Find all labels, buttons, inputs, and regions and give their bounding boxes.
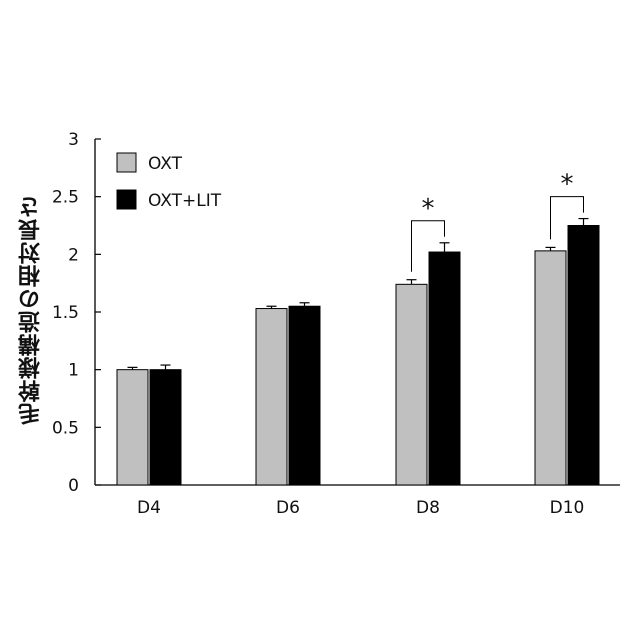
y-tick-label: 1.5 — [52, 303, 79, 323]
y-tick-label: 2 — [68, 245, 79, 265]
bar-oxt-d4 — [117, 370, 148, 485]
legend-swatch — [117, 153, 136, 172]
significance-asterisk: * — [561, 170, 574, 200]
significance-asterisk: * — [422, 194, 435, 224]
bar-oxt-lit-d4 — [150, 370, 181, 485]
y-axis-label-container: 毛幹様構造の相対長さ — [12, 135, 52, 485]
bar-oxt-lit-d10 — [568, 226, 599, 486]
y-tick-label: 3 — [68, 130, 79, 150]
y-axis-label: 毛幹様構造の相対長さ — [16, 195, 48, 425]
bar-oxt-d8 — [396, 284, 427, 485]
y-tick-label: 2.5 — [52, 188, 79, 208]
y-tick-label: 0 — [68, 476, 79, 496]
bar-oxt-d6 — [256, 309, 287, 485]
legend-swatch — [117, 190, 136, 209]
legend-label: OXT+LIT — [148, 191, 222, 211]
x-axis: D4 D6 D8 D10 — [95, 485, 620, 518]
x-tick-label: D6 — [276, 498, 300, 518]
y-tick-label: 0.5 — [52, 418, 79, 438]
bars — [117, 219, 599, 485]
bar-oxt-lit-d8 — [429, 252, 460, 485]
legend: OXT OXT+LIT — [117, 153, 222, 211]
legend-label: OXT — [148, 154, 183, 174]
bar-oxt-lit-d6 — [289, 306, 320, 485]
x-tick-label: D4 — [137, 498, 161, 518]
x-tick-label: D10 — [550, 498, 585, 518]
y-tick-label: 1 — [68, 361, 79, 381]
y-axis: 0 0.5 1 1.5 2 2.5 3 — [52, 130, 101, 496]
x-tick-label: D8 — [416, 498, 440, 518]
bar-oxt-d10 — [535, 251, 566, 485]
